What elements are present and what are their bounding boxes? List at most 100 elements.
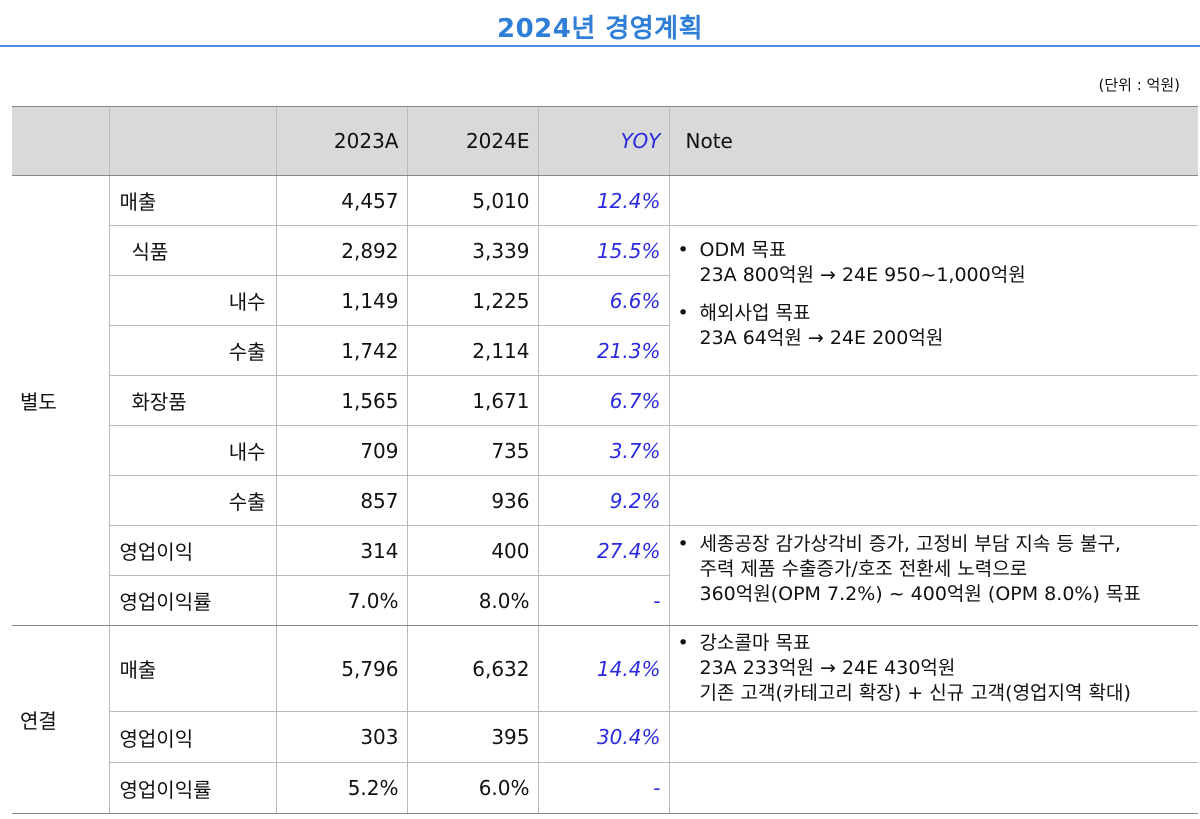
note-profit-item: • 세종공장 감가상각비 증가, 고정비 부담 지속 등 불구, 주력 제품 수… xyxy=(678,532,1191,607)
header-group xyxy=(12,106,109,176)
bullet-icon: • xyxy=(677,301,689,324)
row-label: 수출 xyxy=(108,325,276,376)
note-empty xyxy=(668,762,1198,814)
row-label: 수출 xyxy=(108,475,276,526)
row-label: 식품 xyxy=(108,225,276,276)
value-yoy: - xyxy=(537,762,669,814)
value-2024e: 2,114 xyxy=(406,325,538,376)
table-row: 식품 2,892 3,339 15.5% • ODM 목표 23A 800억원 … xyxy=(12,225,1198,376)
value-2024e: 8.0% xyxy=(406,575,538,626)
table-row: 연결 매출 5,796 6,632 14.4% • 강소콜마 목표 23A 23… xyxy=(12,625,1198,814)
header-2024e: 2024E xyxy=(406,106,538,176)
header-note: Note xyxy=(668,106,1198,176)
value-2024e: 5,010 xyxy=(406,175,538,226)
value-2024e: 400 xyxy=(406,525,538,576)
note-profit-line2: 주력 제품 수출증가/호조 전환세 노력으로 xyxy=(699,557,1028,580)
unit-label: (단위 : 억원) xyxy=(1098,76,1181,94)
table-row: 내수 1,149 1,225 6.6% xyxy=(12,275,1198,326)
value-2023a: 1,565 xyxy=(275,375,407,426)
value-2024e: 3,339 xyxy=(406,225,538,276)
value-2024e: 1,671 xyxy=(406,375,538,426)
note-empty xyxy=(668,475,1198,526)
value-2023a: 7.0% xyxy=(275,575,407,626)
value-2023a: 857 xyxy=(275,475,407,526)
value-yoy: 9.2% xyxy=(537,475,669,526)
table-row: 화장품 1,565 1,671 6.7% xyxy=(12,375,1198,426)
value-2023a: 5.2% xyxy=(275,762,407,814)
value-2024e: 395 xyxy=(406,711,538,763)
note-profit-line1: 세종공장 감가상각비 증가, 고정비 부담 지속 등 불구, xyxy=(699,532,1121,555)
value-2024e: 936 xyxy=(406,475,538,526)
business-plan-table: 2023A 2024E YOY Note 별도 매출 4,457 5,010 1… xyxy=(12,106,1198,814)
bullet-icon: • xyxy=(677,532,689,555)
table-row: 내수 709 735 3.7% xyxy=(12,425,1198,476)
table-row: 영업이익 314 400 27.4% • 세종공장 감가상각비 증가, 고정비 … xyxy=(12,525,1198,626)
note-empty xyxy=(668,175,1198,226)
value-yoy: 3.7% xyxy=(537,425,669,476)
value-2023a: 303 xyxy=(275,711,407,763)
value-yoy: 6.6% xyxy=(537,275,669,326)
value-2024e: 735 xyxy=(406,425,538,476)
note-consolidated-line3: 기존 고객(카테고리 확장) + 신규 고객(영업지역 확대) xyxy=(699,682,1131,704)
row-label: 영업이익률 xyxy=(108,762,276,814)
note-operating-profit: • 세종공장 감가상각비 증가, 고정비 부담 지속 등 불구, 주력 제품 수… xyxy=(668,525,1198,626)
title-divider xyxy=(0,45,1200,47)
note-consolidated: • 강소콜마 목표 23A 233억원 → 24E 430억원 기존 고객(카테… xyxy=(668,625,1198,712)
note-consolidated-item: • 강소콜마 목표 23A 233억원 → 24E 430억원 기존 고객(카테… xyxy=(678,631,1191,706)
note-odm-title: ODM 목표 xyxy=(699,238,787,261)
table-row: 수출 857 936 9.2% xyxy=(12,475,1198,526)
page-title: 2024년 경영계획 xyxy=(496,14,703,44)
value-2024e: 6,632 xyxy=(406,625,538,712)
note-odm-line: 23A 800억원 → 24E 950~1,000억원 xyxy=(699,263,1026,286)
value-yoy: 21.3% xyxy=(537,325,669,376)
table-row: 영업이익 303 395 30.4% xyxy=(12,711,1198,763)
value-2023a: 1,742 xyxy=(275,325,407,376)
row-label: 영업이익 xyxy=(108,711,276,763)
table-row: 수출 1,742 2,114 21.3% xyxy=(12,325,1198,376)
note-food: • ODM 목표 23A 800억원 → 24E 950~1,000억원 • 해… xyxy=(668,225,1198,376)
note-overseas-line: 23A 64억원 → 24E 200억원 xyxy=(699,326,944,349)
header-item xyxy=(108,106,276,176)
group-standalone: 별도 xyxy=(12,175,109,626)
note-profit-line3: 360억원(OPM 7.2%) ~ 400억원 (OPM 8.0%) 목표 xyxy=(699,582,1141,605)
note-overseas-title: 해외사업 목표 xyxy=(699,301,811,324)
bullet-icon: • xyxy=(677,238,689,261)
header-yoy: YOY xyxy=(537,106,669,176)
row-label: 매출 xyxy=(108,175,276,226)
row-label: 매출 xyxy=(108,625,276,712)
value-yoy: 6.7% xyxy=(537,375,669,426)
row-label: 영업이익률 xyxy=(108,575,276,626)
value-yoy: 15.5% xyxy=(537,225,669,276)
note-empty xyxy=(668,375,1198,426)
header-row: 2023A 2024E YOY Note xyxy=(12,106,1198,176)
row-label: 영업이익 xyxy=(108,525,276,576)
note-empty xyxy=(668,425,1198,476)
value-2023a: 4,457 xyxy=(275,175,407,226)
note-overseas-target: • 해외사업 목표 23A 64억원 → 24E 200억원 xyxy=(678,301,1191,351)
value-yoy: 14.4% xyxy=(537,625,669,712)
value-yoy: 12.4% xyxy=(537,175,669,226)
row-label: 내수 xyxy=(108,275,276,326)
value-2024e: 6.0% xyxy=(406,762,538,814)
value-2023a: 709 xyxy=(275,425,407,476)
value-yoy: 27.4% xyxy=(537,525,669,576)
group-consolidated: 연결 xyxy=(12,625,109,814)
value-2023a: 314 xyxy=(275,525,407,576)
header-2023a: 2023A xyxy=(275,106,407,176)
value-2024e: 1,225 xyxy=(406,275,538,326)
table-row: 별도 매출 4,457 5,010 12.4% xyxy=(12,175,1198,626)
value-yoy: 30.4% xyxy=(537,711,669,763)
row-label: 화장품 xyxy=(108,375,276,426)
value-2023a: 2,892 xyxy=(275,225,407,276)
value-2023a: 5,796 xyxy=(275,625,407,712)
row-label: 내수 xyxy=(108,425,276,476)
table-row: 영업이익률 7.0% 8.0% - xyxy=(12,575,1198,626)
note-odm-target: • ODM 목표 23A 800억원 → 24E 950~1,000억원 xyxy=(678,238,1191,288)
table-row: 영업이익률 5.2% 6.0% - xyxy=(12,762,1198,814)
note-consolidated-line1: 강소콜마 목표 xyxy=(699,632,811,654)
note-consolidated-line2: 23A 233억원 → 24E 430억원 xyxy=(699,657,956,679)
note-empty xyxy=(668,711,1198,763)
value-yoy: - xyxy=(537,575,669,626)
value-2023a: 1,149 xyxy=(275,275,407,326)
bullet-icon: • xyxy=(677,632,689,654)
